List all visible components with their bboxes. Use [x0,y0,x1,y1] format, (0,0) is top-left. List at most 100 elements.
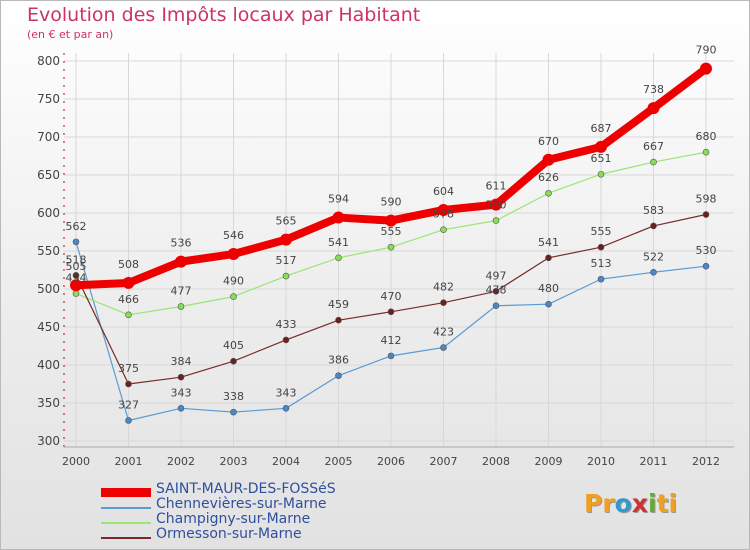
logo-letter: o [614,489,632,518]
y-tick-label: 700 [37,130,60,144]
chart-subtitle: (en € et par an) [27,28,114,41]
data-label: 518 [66,253,87,266]
data-point [230,357,237,365]
data-point [335,372,342,379]
data-point [492,302,500,310]
data-label: 482 [433,281,454,294]
data-label: 477 [171,284,192,297]
data-point [650,268,657,276]
data-point [387,308,395,316]
data-point [440,226,447,234]
logo-letter: i [668,489,678,518]
data-label: 536 [171,237,192,250]
data-point [227,248,240,261]
data-point [335,316,342,324]
data-label: 522 [643,250,664,263]
data-label: 517 [276,254,297,267]
data-point [125,417,132,424]
data-label: 405 [223,339,244,352]
data-label: 578 [433,208,454,221]
data-label: 478 [486,284,507,297]
data-point [335,254,342,262]
data-point [492,217,500,224]
data-point [545,254,552,262]
x-tick-label: 2012 [692,455,720,468]
legend-label: SAINT-MAUR-DES-FOSSéS [156,481,336,497]
data-label: 738 [643,83,664,96]
data-label: 423 [433,326,454,339]
data-point [282,272,290,280]
y-tick-label: 400 [37,358,60,372]
data-point [597,170,605,178]
data-label: 590 [381,196,402,209]
y-tick-label: 800 [37,54,60,68]
data-point [545,189,552,197]
x-tick-label: 2009 [535,455,563,468]
data-label: 790 [696,44,717,57]
data-label: 433 [276,318,297,331]
data-label: 386 [328,354,349,367]
data-point [492,287,500,295]
y-tick-label: 350 [37,396,60,410]
data-label: 583 [643,204,664,217]
data-point [597,275,605,283]
data-point [700,62,712,75]
legend-swatch [101,522,151,524]
x-tick-label: 2000 [62,455,90,468]
data-label: 546 [223,229,244,242]
data-label: 375 [118,362,139,375]
data-point [70,279,82,292]
data-label: 626 [538,171,559,184]
data-point [230,293,237,300]
data-point [332,211,345,224]
data-point [437,203,450,216]
y-tick-label: 650 [37,168,60,182]
data-label: 541 [538,236,559,249]
data-label: 687 [591,122,612,135]
data-label: 590 [486,199,507,212]
x-tick-label: 2011 [640,455,668,468]
data-label: 508 [118,258,139,271]
data-label: 604 [433,185,454,198]
legend-label: Chennevières-sur-Marne [156,496,327,512]
chart-title: Evolution des Impôts locaux par Habitant [27,4,421,26]
data-label: 459 [328,298,349,311]
data-label: 384 [171,355,192,368]
data-point [545,300,552,308]
data-label: 338 [223,390,244,403]
data-point [440,299,447,306]
data-point [702,211,710,218]
data-label: 343 [171,386,192,399]
logo-letter: r [602,489,615,518]
data-point [702,262,710,270]
data-label: 343 [276,386,297,399]
data-label: 598 [696,193,717,206]
data-point [72,238,80,246]
data-label: 594 [328,193,349,206]
data-point [72,272,80,279]
y-tick-label: 550 [37,244,60,258]
data-point [177,405,185,412]
data-label: 555 [591,225,612,238]
data-label: 555 [381,225,402,238]
data-point [490,198,502,211]
data-label: 562 [66,220,87,233]
proxiti-logo: Proxiti [584,489,677,518]
legend-swatch [101,537,151,539]
data-point [387,352,395,360]
data-label: 412 [381,334,402,347]
data-point [175,255,187,268]
data-point [385,214,397,227]
y-tick-label: 750 [37,92,60,106]
data-label: 466 [118,293,139,306]
x-tick-label: 2002 [167,455,195,468]
data-point [125,380,132,388]
data-point [650,222,657,230]
data-point [122,276,135,289]
data-point [650,158,657,166]
legend-swatch [101,488,151,497]
data-label: 505 [66,260,87,273]
y-tick-label: 300 [37,434,60,448]
data-point [702,148,710,156]
